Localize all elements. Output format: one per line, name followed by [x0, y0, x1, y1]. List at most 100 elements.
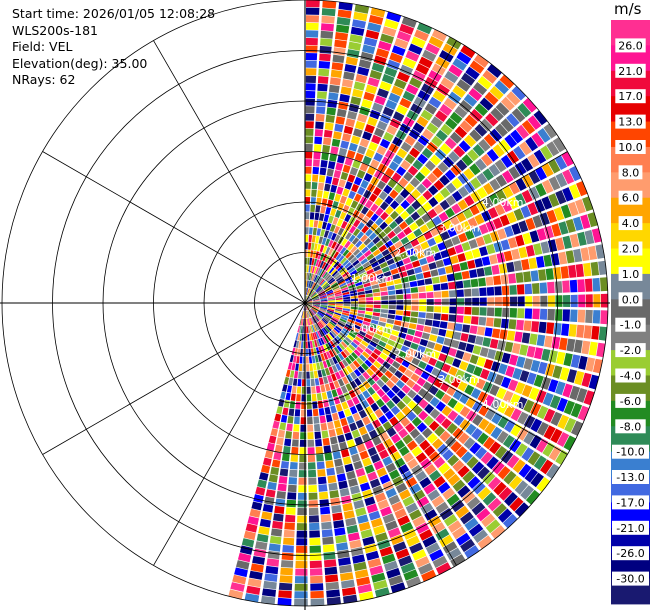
- velocity-cell: [332, 285, 340, 291]
- velocity-cell: [353, 193, 362, 203]
- velocity-cell: [319, 361, 325, 370]
- velocity-cell: [363, 172, 373, 182]
- velocity-cell: [331, 318, 338, 324]
- velocity-cell: [432, 555, 448, 568]
- velocity-cell: [335, 325, 342, 332]
- velocity-cell: [362, 371, 371, 380]
- velocity-cell: [360, 234, 368, 243]
- velocity-cell: [325, 574, 339, 583]
- velocity-cell: [569, 184, 581, 199]
- velocity-cell: [348, 287, 357, 292]
- velocity-cell: [405, 84, 419, 95]
- velocity-cell: [378, 321, 386, 327]
- velocity-cell: [310, 292, 316, 298]
- velocity-cell: [352, 396, 360, 405]
- velocity-cell: [515, 234, 525, 247]
- velocity-cell: [359, 482, 371, 492]
- velocity-cell: [411, 305, 419, 311]
- velocity-cell: [428, 357, 438, 367]
- velocity-cell: [443, 337, 452, 347]
- velocity-cell: [338, 320, 346, 326]
- velocity-cell: [309, 212, 315, 220]
- velocity-cell: [521, 259, 530, 271]
- velocity-cell: [255, 486, 266, 496]
- velocity-cell: [299, 333, 302, 341]
- velocity-cell: [264, 573, 278, 582]
- velocity-cell: [404, 354, 414, 363]
- velocity-cell: [462, 208, 474, 219]
- velocity-cell: [368, 257, 377, 265]
- velocity-cell: [406, 535, 420, 547]
- velocity-cell: [543, 254, 553, 267]
- velocity-cell: [460, 333, 469, 342]
- velocity-cell: [312, 305, 320, 309]
- velocity-cell: [306, 318, 308, 326]
- velocity-cell: [511, 223, 522, 235]
- velocity-cell: [463, 437, 476, 450]
- velocity-cell: [327, 277, 334, 284]
- colorbar-tick-label: -30.0: [616, 573, 644, 586]
- colorbar-tick-label: -4.0: [620, 370, 641, 383]
- velocity-cell: [366, 304, 374, 308]
- velocity-cell: [448, 366, 458, 377]
- velocity-cell: [504, 404, 515, 418]
- velocity-cell: [370, 319, 379, 325]
- velocity-cell: [355, 251, 363, 259]
- velocity-cell: [317, 83, 328, 92]
- velocity-cell: [409, 77, 423, 89]
- velocity-cell: [546, 141, 560, 157]
- velocity-cell: [451, 235, 461, 246]
- velocity-cell: [399, 97, 412, 109]
- velocity-cell: [325, 176, 333, 184]
- velocity-cell: [268, 435, 277, 444]
- velocity-cell: [401, 384, 411, 394]
- velocity-cell: [502, 390, 514, 403]
- velocity-cell: [274, 505, 285, 514]
- velocity-cell: [356, 169, 366, 179]
- velocity-cell: [364, 347, 373, 355]
- velocity-cell: [348, 284, 356, 289]
- velocity-cell: [382, 26, 397, 37]
- range-label-upper: 1.00km: [351, 272, 393, 285]
- velocity-cell: [471, 288, 480, 297]
- velocity-cell: [323, 551, 336, 560]
- velocity-cell: [505, 365, 515, 378]
- velocity-cell: [315, 259, 320, 267]
- velocity-cell: [246, 585, 261, 595]
- velocity-cell: [469, 60, 485, 74]
- velocity-cell: [564, 417, 577, 433]
- velocity-cell: [371, 373, 380, 382]
- velocity-cell: [503, 470, 517, 485]
- velocity-cell: [401, 406, 412, 416]
- velocity-cell: [519, 344, 529, 356]
- velocity-cell: [343, 306, 351, 309]
- velocity-cell: [313, 370, 319, 379]
- velocity-cell: [376, 379, 385, 388]
- velocity-cell: [417, 279, 425, 286]
- velocity-cell: [562, 235, 572, 249]
- velocity-cell: [555, 237, 565, 251]
- velocity-cell: [344, 214, 352, 223]
- velocity-cell: [379, 286, 388, 292]
- velocity-cell: [389, 334, 398, 342]
- velocity-cell: [591, 325, 600, 340]
- velocity-cell: [570, 354, 581, 369]
- velocity-cell: [335, 363, 342, 371]
- velocity-cell: [464, 195, 475, 207]
- velocity-cell: [314, 423, 321, 432]
- velocity-cell: [471, 307, 480, 316]
- velocity-cell: [368, 510, 381, 521]
- velocity-cell: [562, 169, 575, 185]
- velocity-cell: [336, 108, 347, 118]
- velocity-cell: [309, 309, 315, 316]
- velocity-cell: [377, 163, 388, 173]
- velocity-cell: [308, 469, 317, 478]
- velocity-cell: [377, 88, 389, 99]
- velocity-cell: [428, 262, 437, 270]
- velocity-cell: [426, 292, 434, 299]
- velocity-cell: [400, 345, 410, 353]
- velocity-cell: [351, 272, 359, 279]
- velocity-cell: [329, 321, 336, 327]
- colorbar-tick-bg: [615, 140, 646, 154]
- velocity-cell: [311, 258, 315, 266]
